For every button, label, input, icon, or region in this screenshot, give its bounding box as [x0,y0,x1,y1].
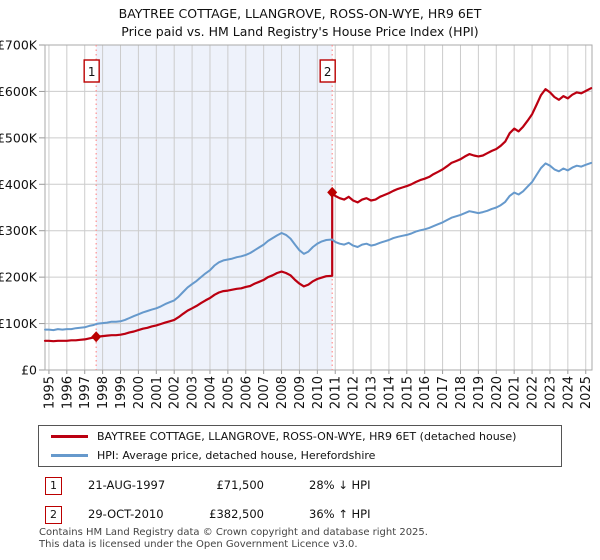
x-axis-label: 2012 [347,376,362,409]
sale-event-number-box [83,59,100,83]
transaction-1-hpi-delta: 28% ↓ HPI [309,478,371,492]
x-axis-label: 2007 [257,376,272,409]
x-axis-label: 2010 [311,376,326,409]
transaction-row-2: 2 29-OCT-2010 £382,500 36% ↑ HPI [0,506,600,524]
chart-title: BAYTREE COTTAGE, LLANGROVE, ROSS-ON-WYE,… [119,6,482,21]
footer-line-1: Contains HM Land Registry data © Crown c… [39,527,428,538]
legend-label-property: BAYTREE COTTAGE, LLANGROVE, ROSS-ON-WYE,… [97,430,517,444]
y-axis-label: £600K [0,84,38,99]
x-axis-label: 1997 [78,376,93,409]
price-chart-svg: BAYTREE COTTAGE, LLANGROVE, ROSS-ON-WYE,… [0,6,594,409]
legend-row-hpi: HPI: Average price, detached house, Here… [39,447,561,463]
legend-row-property: BAYTREE COTTAGE, LLANGROVE, ROSS-ON-WYE,… [39,429,561,445]
y-axis-label: £400K [0,177,38,192]
sale-marker-diamond [327,186,338,198]
sale-event-number-box [319,59,336,83]
x-axis-label: 2001 [150,376,165,409]
x-axis-label: 2021 [508,376,523,409]
x-axis-label: 2008 [275,376,290,409]
transaction-1-price: £71,500 [216,478,264,492]
x-axis-label: 2018 [454,376,469,409]
x-axis-label: 2016 [418,376,433,409]
y-axis-label: £100K [0,316,38,331]
y-axis-label: £700K [0,38,38,53]
x-axis-label: 2003 [186,376,201,409]
legend-label-hpi: HPI: Average price, detached house, Here… [97,448,376,462]
x-axis-label: 2011 [329,376,344,409]
x-axis-label: 1996 [60,376,75,409]
x-axis-label: 2009 [293,376,308,409]
x-axis-label: 2000 [132,376,147,409]
x-axis-label: 2017 [436,376,451,409]
transaction-1-date: 21-AUG-1997 [88,478,166,492]
x-axis-label: 2019 [472,376,487,409]
x-axis-label: 2025 [579,376,594,409]
x-axis-label: 2004 [203,376,218,409]
x-axis-label: 1998 [96,376,111,409]
y-axis-label: £0 [21,363,37,378]
y-axis-label: £300K [0,223,38,238]
x-axis-label: 1999 [114,376,129,409]
x-axis-label: 2024 [561,376,576,409]
hpi-line-swatch [51,453,88,457]
ownership-shaded-region [96,45,333,370]
hpi-line [44,161,593,332]
y-axis-label: £500K [0,130,38,145]
x-axis-label: 2020 [490,376,505,409]
x-axis-label: 2014 [382,376,397,409]
property-price-line [43,87,593,343]
sale-event-number: 2 [324,65,332,79]
transaction-2-number-badge: 2 [45,506,62,524]
x-axis-label: 2013 [365,376,380,409]
transaction-2-price: £382,500 [209,507,264,521]
chart-legend: BAYTREE COTTAGE, LLANGROVE, ROSS-ON-WYE,… [38,425,562,467]
footer-line-2: This data is licensed under the Open Gov… [39,539,358,550]
x-axis-label: 2006 [239,376,254,409]
x-axis-label: 1995 [42,376,57,409]
x-axis-label: 2015 [400,376,415,409]
license-footer: Contains HM Land Registry data © Crown c… [39,527,599,551]
sale-marker-diamond [91,331,102,343]
chart-subtitle: Price paid vs. HM Land Registry's House … [121,24,478,39]
sale-event-number: 1 [88,65,96,79]
transaction-2-date: 29-OCT-2010 [88,507,164,521]
x-axis-label: 2023 [543,376,558,409]
transaction-row-1: 1 21-AUG-1997 £71,500 28% ↓ HPI [0,477,600,495]
x-axis-label: 2022 [526,376,541,409]
plot-border [44,44,593,371]
property-line-swatch [51,435,88,439]
x-axis-label: 2005 [221,376,236,409]
x-axis-label: 2002 [168,376,183,409]
y-axis-label: £200K [0,270,38,285]
transaction-2-hpi-delta: 36% ↑ HPI [309,507,371,521]
transaction-1-number-badge: 1 [45,477,62,495]
price-chart: BAYTREE COTTAGE, LLANGROVE, ROSS-ON-WYE,… [0,6,594,409]
